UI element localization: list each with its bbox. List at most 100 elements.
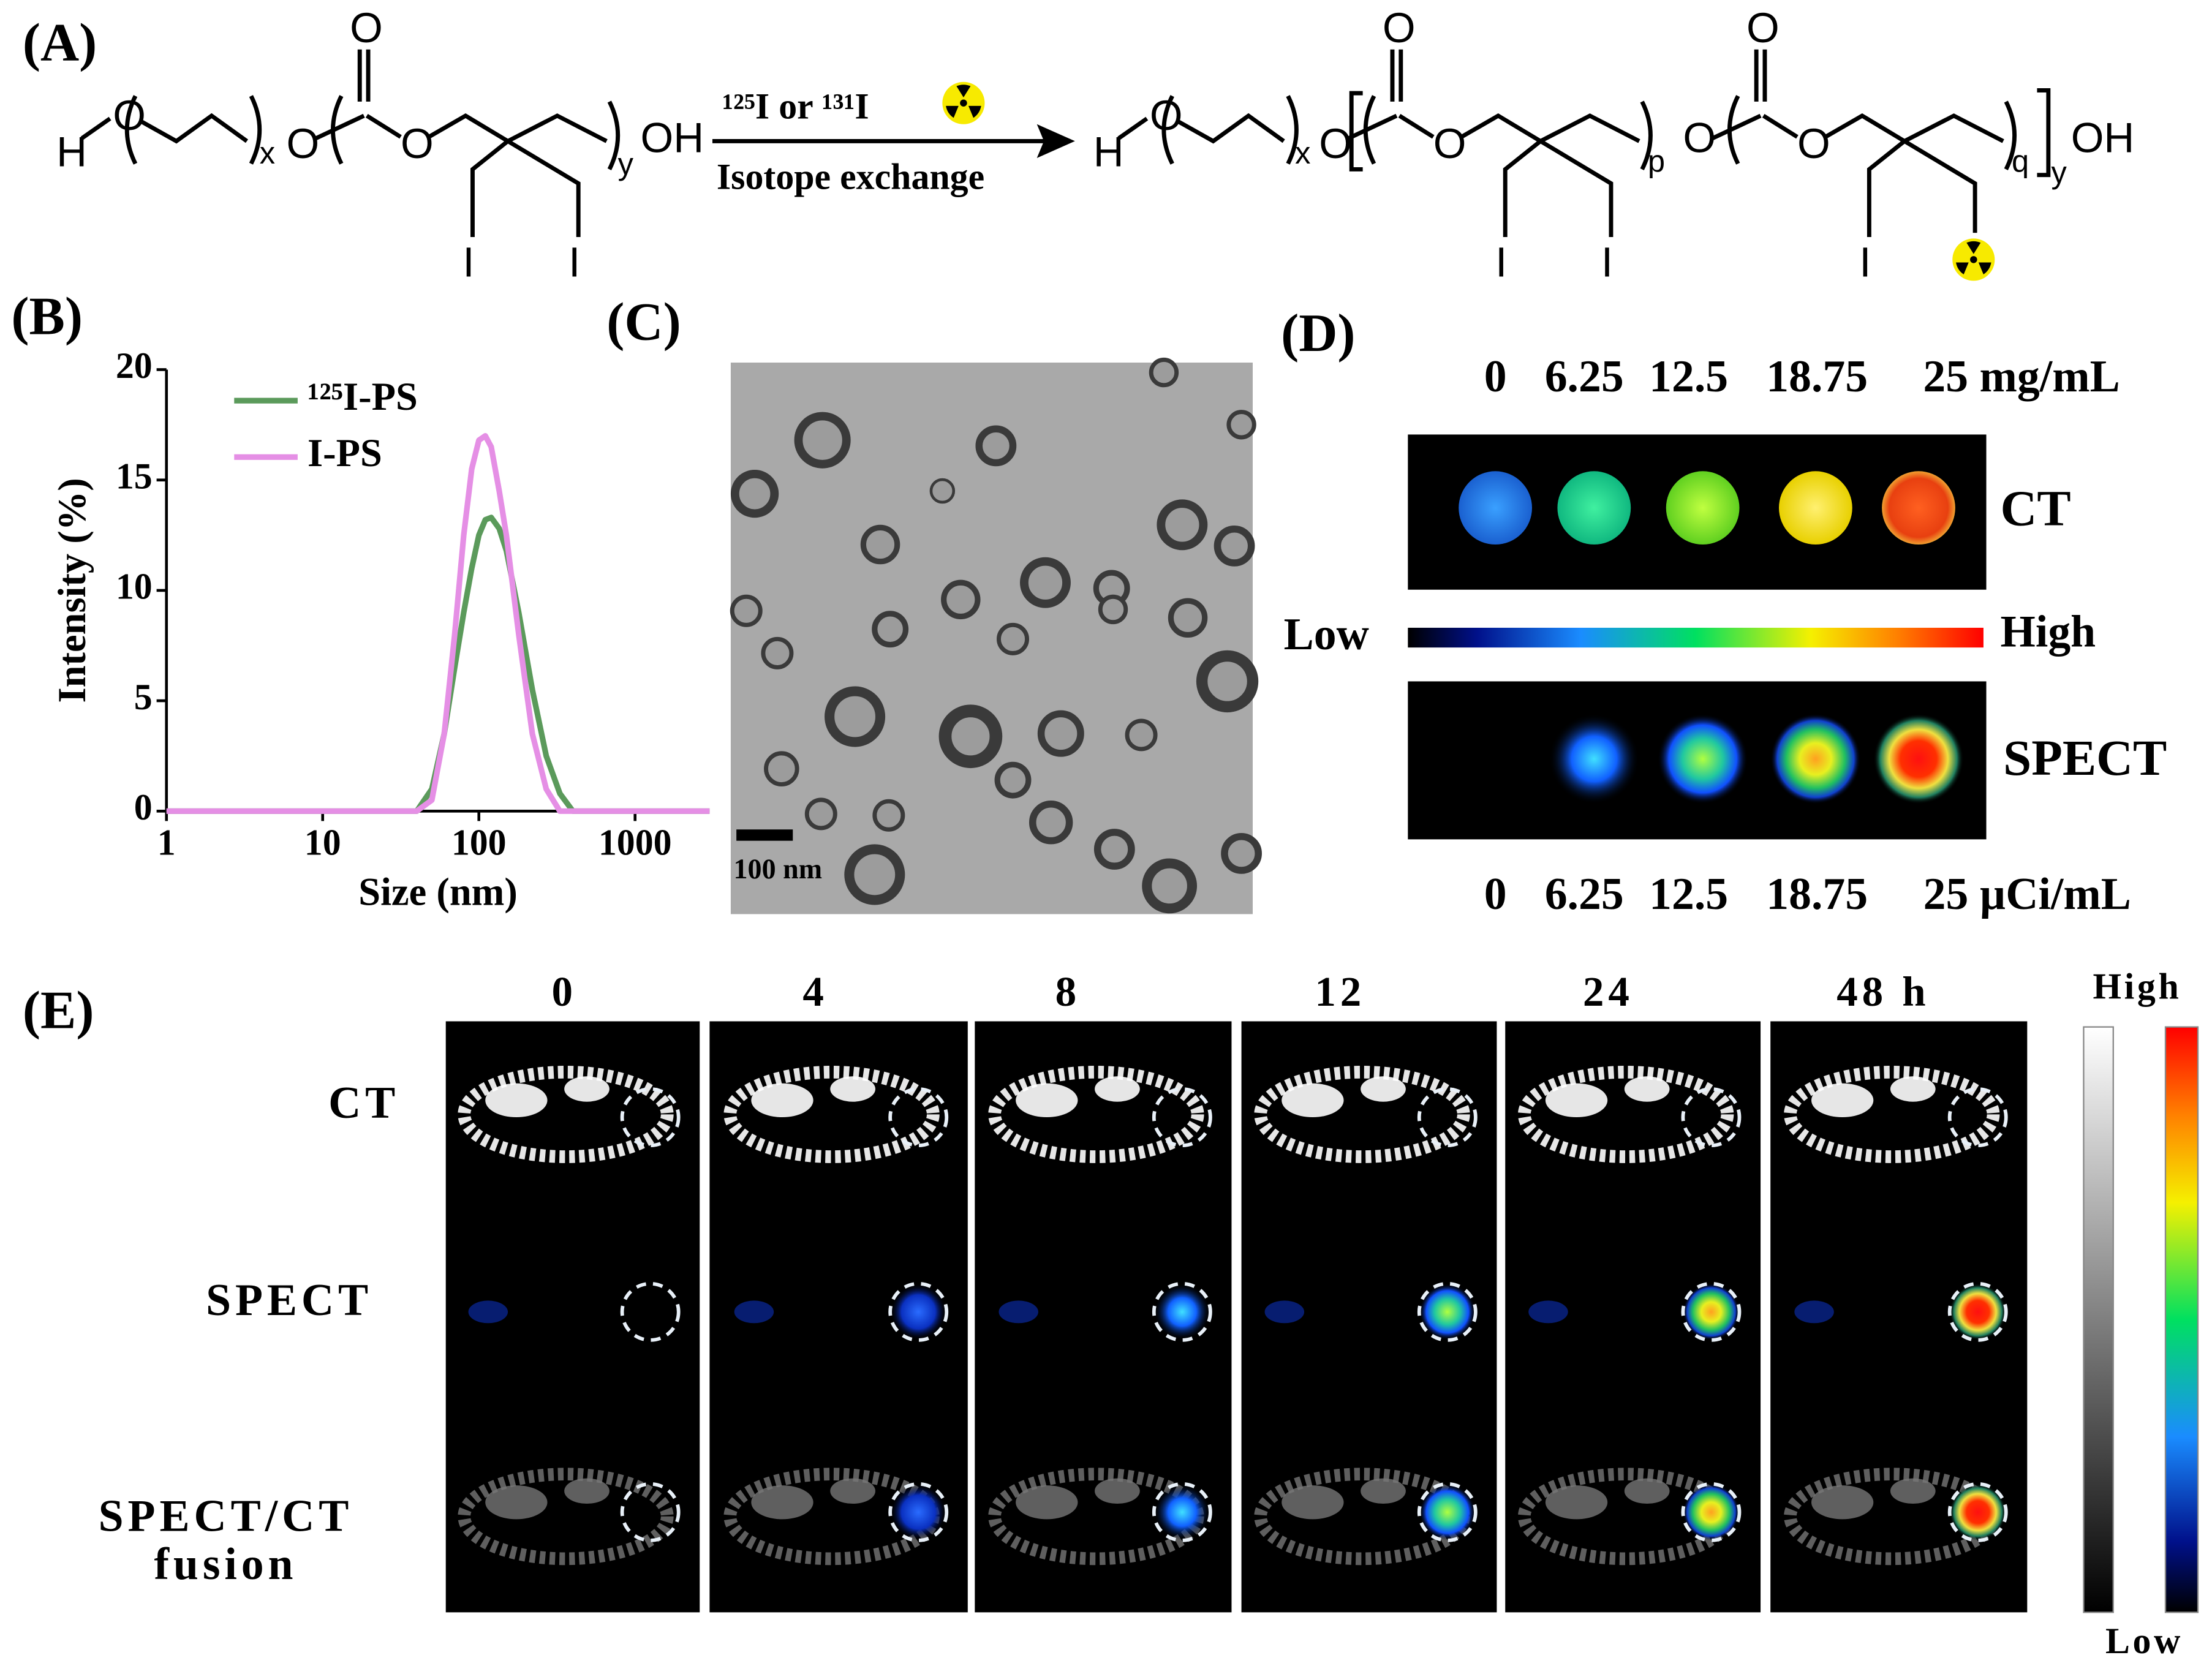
background-signal [1528,1300,1568,1324]
time-label: 8 [1055,968,1081,1015]
concentration-label: 6.25 [1545,351,1624,401]
concentration-label: 25 mg/mL [1923,351,2120,401]
activity-label: 0 [1484,869,1507,919]
nanoparticle [730,594,763,627]
nanoparticle [1125,718,1158,752]
background-signal [998,1300,1038,1324]
time-label: 12 [1315,968,1365,1015]
mouse-bone [1095,1076,1140,1102]
nanoparticle [804,797,837,831]
atom: y [618,146,634,181]
background-signal [1794,1300,1834,1324]
nanoparticle [1098,594,1128,625]
modality-label: SPECT [2003,729,2167,786]
mouse-bone [1545,1485,1608,1520]
tumor-outline [1681,1482,1742,1542]
nanoparticle [1029,801,1073,845]
nanoparticle [872,799,905,832]
panel-label: (E) [23,980,94,1039]
mouse-bone [830,1076,875,1102]
nanoparticle [1093,829,1135,870]
nanoparticle [1214,525,1255,567]
ct-spot [1778,471,1852,545]
nanoparticle [825,686,886,747]
ct-spot [1557,471,1631,545]
mouse-bone [1016,1485,1078,1520]
background-signal [734,1300,774,1324]
x-tick-label: 100 [451,823,507,863]
reactant-atoms: H O x O O O y OH I I [56,4,704,285]
row-label: SPECT [206,1275,372,1325]
y-tick-label: 15 [116,456,153,496]
time-label: 0 [551,968,576,1015]
mouse-bone [1624,1076,1670,1102]
y-tick-label: 5 [134,677,153,717]
tumor-outline [1947,1087,2008,1147]
tumor-outline [1417,1087,1478,1147]
ct-spot [1459,471,1532,545]
activity-label: 6.25 [1545,869,1624,919]
tumor-signal [1153,1283,1210,1340]
tumor-signal [1949,1483,2006,1540]
data-line [166,433,710,814]
mouse-body [1784,1065,2000,1163]
spect-spot [1549,714,1640,804]
atom: H [56,128,87,176]
tumor-outline [888,1281,949,1342]
product-structure [1117,49,2051,281]
modality-label: CT [2001,480,2071,536]
atom: O [350,4,383,51]
spect-spot [1657,714,1748,804]
nanoparticle [938,704,1003,769]
tumor-outline [1152,1281,1212,1342]
y-axis-label: Intensity (%) [50,478,94,703]
tumor-outline [1417,1281,1478,1342]
mouse-bone [1545,1083,1608,1118]
row-label: fusion [154,1539,297,1589]
activity-label: 25 µCi/mL [1923,869,2131,919]
atom: O [113,91,146,139]
nanoparticle [1149,357,1179,388]
atom: OH [2071,114,2135,162]
panel-label: (C) [606,292,681,351]
mouse-bone [1016,1083,1078,1118]
y-tick-label: 20 [116,345,153,386]
nanoparticle [941,579,981,620]
ct-spot [1666,471,1740,545]
ct-spot [1882,471,1955,545]
tumor-signal [1683,1483,1740,1540]
mouse-bone [564,1478,610,1504]
x-tick-label: 1 [157,823,176,863]
nanoparticle [860,524,900,565]
mouse-bone [1890,1076,1936,1102]
background-signal [1264,1300,1305,1324]
atom: I [568,238,580,285]
product-atoms: H O x O O O p O O O q y OH I I I [1093,4,2135,285]
reaction-method: Isotope exchange [717,157,984,197]
tumor-outline [620,1482,681,1542]
nanoparticle [1157,499,1208,551]
time-label: 4 [802,968,828,1015]
atom: x [1295,135,1310,170]
nanoparticle [1142,858,1198,914]
nanoparticle [975,425,1017,467]
mouse-bone [751,1485,813,1520]
mouse-bone [751,1083,813,1118]
mouse-bone [1811,1485,1874,1520]
mouse-bone [485,1485,548,1520]
atom: q [2012,144,2029,179]
mouse-bone [830,1478,875,1504]
mouse-body [458,1468,674,1566]
nanoparticle [994,761,1032,799]
tumor-outline [1947,1482,2008,1542]
mouse-body [1254,1065,1470,1163]
atom: O [1683,114,1716,162]
tumor-outline [888,1087,949,1147]
time-label: 48 h [1836,968,1930,1015]
mouse-body [988,1065,1204,1163]
time-label: 24 [1583,968,1634,1015]
legend-label: I-PS [308,431,382,475]
atom: O [1433,119,1466,167]
atom: O [1746,4,1780,51]
